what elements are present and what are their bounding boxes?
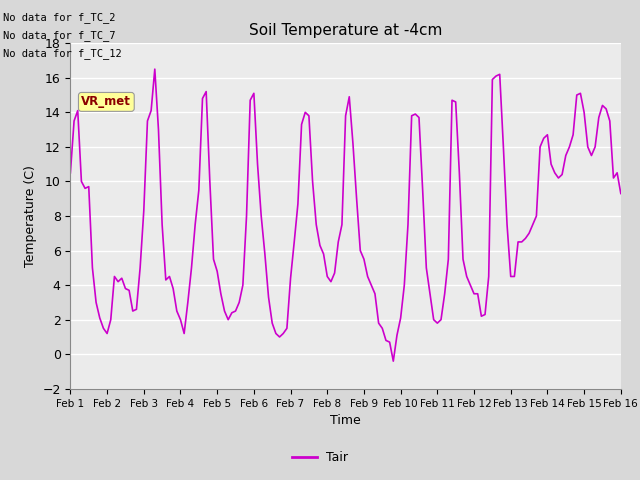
- Y-axis label: Temperature (C): Temperature (C): [24, 165, 36, 267]
- X-axis label: Time: Time: [330, 414, 361, 427]
- Text: No data for f_TC_12: No data for f_TC_12: [3, 48, 122, 60]
- Title: Soil Temperature at -4cm: Soil Temperature at -4cm: [249, 23, 442, 38]
- Text: No data for f_TC_7: No data for f_TC_7: [3, 30, 116, 41]
- Text: No data for f_TC_2: No data for f_TC_2: [3, 12, 116, 23]
- Text: VR_met: VR_met: [81, 96, 131, 108]
- Legend: Tair: Tair: [287, 446, 353, 469]
